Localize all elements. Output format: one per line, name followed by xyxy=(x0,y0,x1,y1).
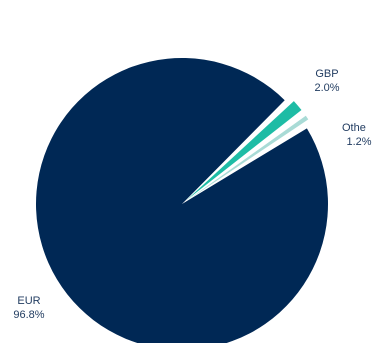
gbp-percent-label: 2.0% xyxy=(314,82,339,94)
other-percent-label: 1.2% xyxy=(346,136,371,148)
slice-label-other: Othe 1.2% xyxy=(342,122,372,148)
eur-percent-label: 96.8% xyxy=(13,309,44,321)
gbp-name-label: GBP xyxy=(315,68,338,80)
slice-label-gbp: GBP 2.0% xyxy=(314,68,339,94)
slice-label-eur: EUR 96.8% xyxy=(13,295,44,321)
pie-slice-eur xyxy=(36,58,328,343)
pie-slices xyxy=(36,58,328,343)
pie-slice-othe xyxy=(186,115,309,201)
other-name-label: Othe xyxy=(342,122,366,134)
eur-name-label: EUR xyxy=(17,295,40,307)
pie-slice-gbp xyxy=(186,101,302,201)
